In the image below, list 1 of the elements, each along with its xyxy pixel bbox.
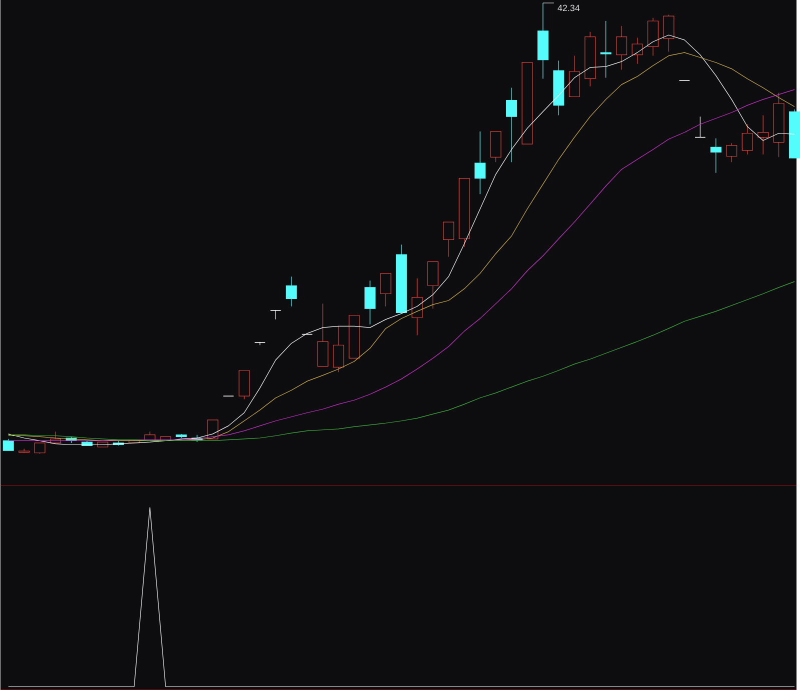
annotation: 42.34 — [558, 4, 580, 12]
